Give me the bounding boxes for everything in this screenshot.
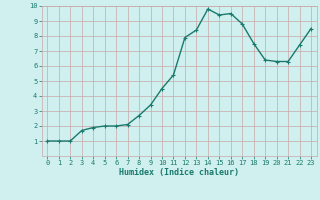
X-axis label: Humidex (Indice chaleur): Humidex (Indice chaleur) (119, 168, 239, 177)
